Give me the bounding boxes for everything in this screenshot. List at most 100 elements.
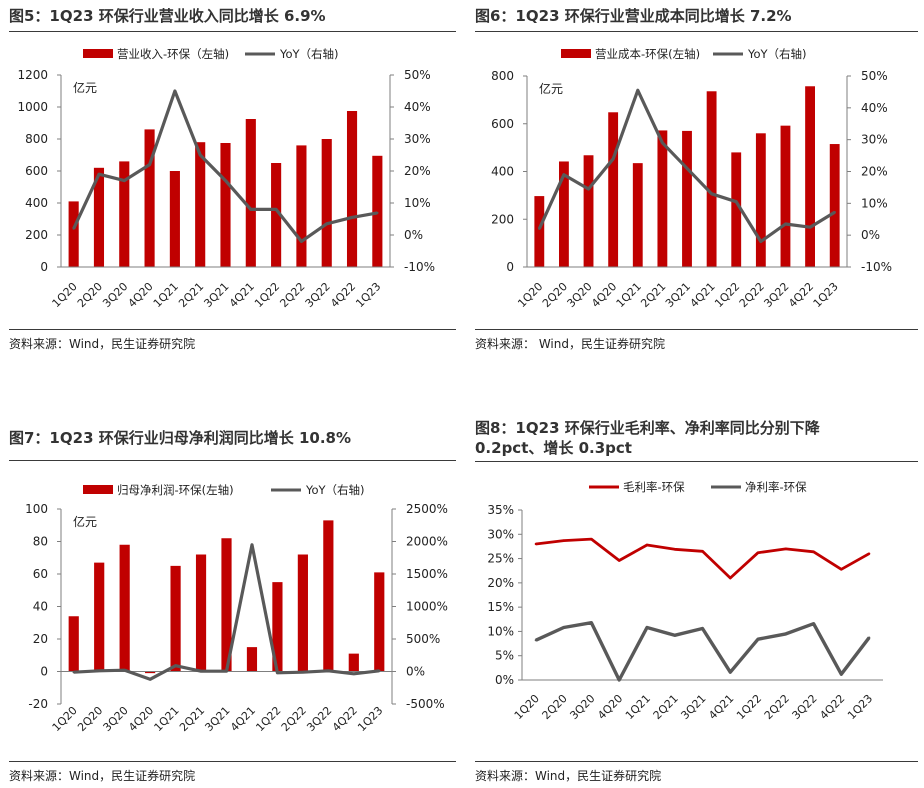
net-margin-point-4Q22 (840, 672, 843, 676)
y-right-tick-label: 1500% (406, 567, 448, 581)
figure-8-source: 资料来源：Wind，民生证券研究院 (475, 769, 662, 783)
x-tick-label: 1Q23 (811, 280, 841, 310)
bar-1Q21 (170, 565, 181, 672)
bar-3Q21 (221, 538, 232, 672)
x-tick-label: 3Q20 (100, 280, 130, 310)
net-margin-point-1Q20 (534, 638, 538, 642)
x-tick-label: 2Q22 (279, 704, 309, 734)
x-tick-label: 3Q21 (202, 704, 232, 734)
y-right-tick-label: 40% (861, 101, 888, 115)
figure-8-panel: 图8：1Q23 环保行业毛利率、净利率同比分别下降 0.2pct、增长 0.3p… (475, 418, 921, 788)
net-margin-point-2Q22 (784, 632, 788, 636)
x-tick-label: 2Q20 (540, 692, 570, 722)
yoy-point-3Q20 (123, 179, 126, 182)
figure-5-title-rule (9, 31, 456, 32)
figure-5-title: 图5：1Q23 环保行业营业收入同比增长 6.9% (9, 7, 326, 25)
x-tick-label: 4Q20 (126, 280, 156, 310)
x-tick-label: 2Q22 (762, 692, 792, 722)
figure-6-title-rule (475, 31, 918, 32)
legend-net-margin-label: 净利率-环保 (745, 480, 807, 494)
x-tick-label: 3Q22 (303, 280, 333, 310)
yoy-point-1Q22 (274, 208, 278, 211)
x-tick-label: 1Q22 (253, 704, 283, 734)
y-right-tick-label: 2500% (406, 502, 448, 516)
legend-bar-swatch (83, 485, 113, 494)
y-tick-label: 25% (487, 552, 514, 566)
y-tick-label: 35% (487, 503, 514, 517)
gross-margin-point-1Q22 (756, 551, 760, 554)
figure-7-title: 图7：1Q23 环保行业归母净利润同比增长 10.8% (9, 429, 351, 447)
figure-5-panel: 图5：1Q23 环保行业营业收入同比增长 6.9% 营业收入-环保（左轴) YoY… (9, 0, 457, 360)
figure-8-title-rule (475, 461, 918, 462)
yoy-point-1Q20 (72, 670, 75, 674)
x-tick-label: 4Q22 (786, 280, 816, 310)
y-tick-label: 20% (487, 576, 514, 590)
yoy-point-3Q21 (224, 179, 227, 182)
yoy-point-1Q21 (174, 664, 177, 667)
bar-2Q22 (296, 145, 307, 267)
bar-3Q20 (119, 161, 130, 267)
figure-8-title-line-2: 0.2pct、增长 0.3pct (475, 439, 632, 457)
yoy-point-4Q21 (249, 208, 253, 211)
bar-2Q22 (297, 554, 308, 672)
x-tick-label: 3Q21 (663, 280, 693, 310)
yoy-point-4Q22 (808, 226, 812, 229)
yoy-point-2Q22 (759, 240, 763, 243)
x-tick-label: 1Q20 (50, 704, 80, 734)
x-tick-label: 2Q21 (651, 692, 681, 722)
y-right-tick-label: -10% (861, 260, 892, 274)
x-tick-label: 1Q20 (515, 280, 545, 310)
y-tick-label: 5% (495, 649, 514, 663)
yoy-point-4Q22 (350, 216, 354, 219)
x-tick-label: 2Q20 (540, 280, 570, 310)
figure-8-title-line-1: 图8：1Q23 环保行业毛利率、净利率同比分别下降 (475, 419, 820, 437)
x-tick-label: 1Q20 (512, 692, 542, 722)
x-tick-label: 3Q20 (567, 692, 597, 722)
y-right-tick-label: 50% (404, 68, 431, 82)
gross-margin-point-3Q22 (812, 550, 815, 553)
net-margin-point-3Q20 (590, 621, 593, 624)
bar-4Q22 (805, 86, 815, 267)
legend-line-label: YoY（右轴) (747, 47, 807, 61)
bar-4Q21 (245, 119, 256, 267)
gross-margin-point-2Q21 (673, 548, 676, 551)
bar-3Q22 (780, 125, 791, 267)
x-tick-label: 3Q21 (678, 692, 708, 722)
y-right-tick-label: 20% (861, 165, 888, 179)
x-tick-label: 3Q20 (101, 704, 131, 734)
bar-3Q20 (119, 544, 130, 672)
y-left-tick-label: 40 (33, 600, 48, 614)
x-tick-label: 2Q22 (277, 280, 307, 310)
gross-margin-point-3Q21 (701, 550, 704, 553)
bar-1Q23 (374, 572, 385, 672)
x-tick-label: 2Q20 (75, 704, 105, 734)
y-left-tick-label: 80 (33, 535, 48, 549)
yoy-point-2Q21 (661, 141, 664, 145)
y-left-tick-label: 600 (491, 117, 514, 131)
bar-4Q22 (348, 653, 359, 672)
x-tick-label: 1Q20 (50, 280, 80, 310)
yoy-point-4Q20 (611, 157, 615, 160)
figure-7-title-rule (9, 460, 456, 461)
yoy-point-3Q21 (225, 669, 228, 673)
net-margin-point-3Q21 (701, 627, 704, 630)
yoy-point-2Q20 (562, 173, 566, 176)
yoy-point-4Q21 (710, 192, 713, 195)
yoy-point-4Q20 (148, 678, 152, 681)
y-left-tick-label: 800 (491, 69, 514, 83)
gross-margin-line (535, 537, 870, 580)
figure-8-source-rule (475, 761, 918, 762)
y-left-tick-label: 0 (506, 260, 514, 274)
figure-7-panel: 图7：1Q23 环保行业归母净利润同比增长 10.8% 归母净利润-环保(左轴)… (9, 418, 457, 788)
y-left-tick-label: 60 (33, 567, 48, 581)
x-tick-label: 2Q21 (176, 280, 206, 310)
unit-label: 亿元 (73, 514, 97, 529)
y-right-tick-label: 0% (406, 665, 425, 679)
y-left-tick-label: 20 (33, 632, 48, 646)
x-tick-label: 4Q21 (706, 692, 736, 722)
x-tick-label: 4Q20 (589, 280, 619, 310)
y-left-tick-label: 200 (25, 228, 48, 242)
gross-margin-point-1Q20 (534, 542, 538, 546)
x-tick-label: 2Q20 (75, 280, 105, 310)
yoy-point-3Q20 (123, 669, 126, 672)
